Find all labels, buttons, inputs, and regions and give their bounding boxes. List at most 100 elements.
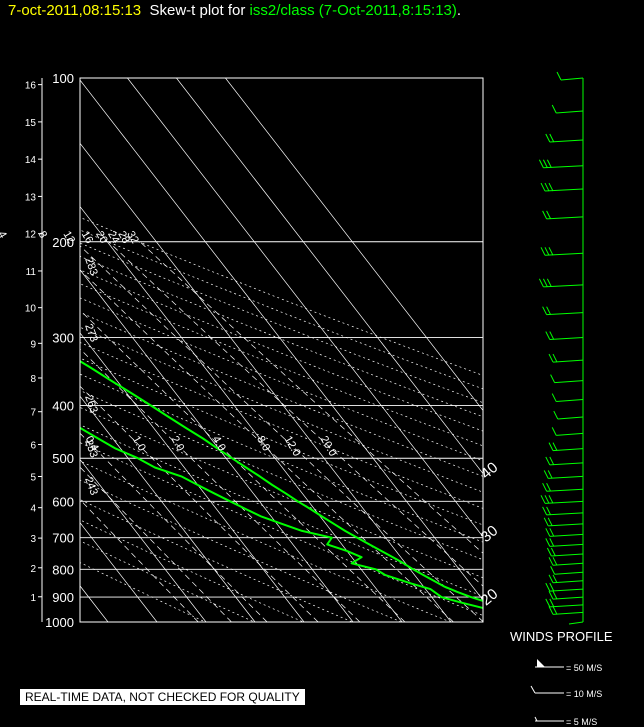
mixing-ratio-label: 28 [115,229,132,246]
wind-barb [556,432,584,436]
data-source: iss2/class [249,2,315,19]
isotherm [80,332,305,622]
wind-barb-feather [549,528,555,537]
wind-barb-feather [549,598,555,608]
mixing-ratio-label: 16 [79,229,96,246]
isotherm [80,395,256,622]
theta-label: 273 [82,322,100,343]
pressure-tick-label: 900 [52,590,74,605]
wind-barb-feather [542,278,548,288]
wind-barb [549,588,584,592]
wind-barb [549,337,584,341]
height-tick-label: 12 [25,230,37,241]
wind-barb [568,621,584,625]
theta-label: 253 [82,438,100,459]
dry-adiabat [80,255,483,418]
pressure-tick-label: 100 [52,71,74,86]
wind-barb [551,553,584,557]
dry-adiabat [80,460,452,622]
wind-barb-feather [550,374,556,383]
wind-barb [543,165,584,169]
pressure-tick-label: 700 [52,531,74,546]
wind-barb [549,139,584,143]
height-tick-label: 1 [30,593,36,604]
dry-adiabat [80,442,483,616]
theta-label: 283 [82,256,100,277]
wind-barb-feather [548,606,554,615]
dry-adiabat [80,229,483,390]
mixing-ratio-line [80,245,483,622]
wind-barb [546,216,584,220]
wind-barb-feather [542,306,548,315]
height-tick-label: 4 [30,504,36,515]
isotherm [176,78,483,475]
height-tick-label: 10 [25,304,37,315]
height-tick-label: 6 [30,441,36,452]
mixing-ratio-label: 12.0 [282,434,303,459]
wind-barb-feather [548,247,554,256]
plot-border [79,77,484,623]
dewpoint-trace [80,426,483,610]
dry-adiabat [80,242,483,404]
pressure-tick-label: 200 [52,235,74,250]
dry-adiabat [80,373,483,543]
wind-barb-feather [547,470,553,479]
wind-barb-feather [545,331,551,340]
time-paren: (7-Oct-2011,8:15:13) [318,2,457,19]
wind-barb-feather [546,278,552,288]
pressure-tick-label: 500 [52,451,74,466]
winds-profile: WINDS PROFILE = 50 M/S = 10 M/S = 5 M/S [510,71,613,727]
plot-title: 7-oct-2011,08:15:13 Skew-t plot for iss2… [8,2,461,19]
isotherm [225,78,483,411]
wind-barb [544,252,584,256]
wind-barb [557,416,584,420]
wind-barb-feather [551,104,557,114]
pressure-tick-label: 300 [52,331,74,346]
winds-legend-label: = 50 M/S [566,663,602,673]
right-temp-tick-label: 30 [478,522,502,546]
mixing-ratio-label: 20.0 [318,434,339,459]
wind-barb-feather [545,598,551,608]
dry-adiabat [80,390,483,561]
wind-barb-feather [552,590,558,600]
mixing-ratio-label: 12 [61,229,78,246]
wind-barb-feather [549,582,555,592]
wind-barb-feather [549,331,555,340]
wind-barb-feather [550,547,556,557]
mixing-ratio-label: 20 [93,229,110,246]
height-tick-label: 13 [25,192,37,203]
height-tick-label: 2 [30,564,36,575]
wind-barb-feather [551,427,557,436]
mixing-ratio-line [80,432,268,622]
wind-barb [554,571,584,575]
wind-barb [544,188,584,192]
wind-barb-feather [544,247,550,256]
wind-barb-feather [548,353,554,363]
wind-barb-feather [545,133,551,143]
isotherm [80,79,483,601]
wind-barb-feather [542,159,548,169]
mixing-ratio-label: 8 [36,229,49,240]
wind-barb [549,533,584,537]
dry-adiabat [80,562,207,622]
wind-barb [552,580,584,584]
height-tick-label: 16 [25,81,37,92]
plot-label: Skew-t plot for [149,2,246,19]
wind-barb-feather [552,442,558,451]
wind-barb-feather [556,71,562,81]
wind-barb-feather [542,506,548,516]
wind-barb [552,611,584,615]
height-tick-label: 11 [26,267,37,278]
mixing-ratio-line [80,269,454,622]
wind-barb-feather [543,470,549,479]
wind-barb-feather [546,506,552,516]
wind-barb [552,359,584,363]
theta-label: 243 [82,476,100,497]
mixing-ratio-label: 1.0 [130,434,148,453]
wind-barb [554,380,584,384]
wind-barb-feather [546,547,552,557]
wind-barb-feather [548,574,554,584]
wind-barb-feather [546,482,552,492]
theta-label: 263 [82,393,100,414]
mixing-ratio-label: 32 [124,229,141,246]
